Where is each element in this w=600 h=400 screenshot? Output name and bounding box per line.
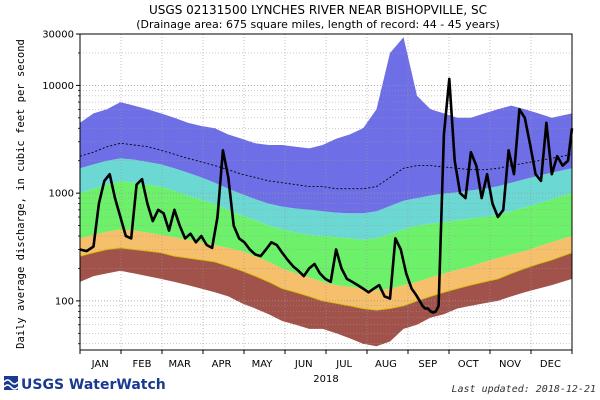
x-tick-label: NOV — [499, 359, 521, 370]
y-tick-label: 10000 — [42, 81, 74, 92]
chart-subtitle: (Drainage area: 675 square miles, length… — [136, 18, 500, 31]
x-tick-label: JAN — [91, 359, 109, 370]
plot-area: 100 1000 10000 30000 JAN FEB MAR APR MAY JUN JUL AU… — [42, 30, 574, 370]
y-axis-label: Daily average discharge, in cubic feet p… — [15, 39, 27, 349]
x-tick-label: OCT — [458, 359, 480, 370]
usgs-logo: USGS WaterWatch — [3, 376, 166, 393]
x-tick-label: JUN — [294, 359, 313, 370]
y-tick-label: 100 — [55, 296, 74, 307]
x-tick-label: SEP — [418, 359, 437, 370]
x-tick-label: APR — [212, 359, 232, 370]
x-tick-label: MAR — [169, 359, 191, 370]
y-tick-label: 30000 — [42, 30, 74, 41]
chart-title: USGS 02131500 LYNCHES RIVER NEAR BISHOPV… — [149, 3, 487, 17]
x-axis-year-label: 2018 — [313, 374, 338, 385]
logo-text: USGS WaterWatch — [21, 377, 166, 393]
last-updated-text: Last updated: 2018-12-21 — [452, 384, 597, 395]
x-tick-label: AUG — [375, 359, 397, 370]
grid — [80, 34, 572, 350]
x-tick-label: JUL — [335, 359, 352, 370]
usgs-wave-icon — [3, 376, 19, 390]
p10-line — [79, 247, 573, 311]
x-tick-label: MAY — [252, 359, 274, 370]
band-below-10th — [80, 247, 572, 347]
x-tick-label: FEB — [133, 359, 152, 370]
series-observed-line — [79, 77, 574, 314]
x-tick-label: DEC — [540, 359, 561, 370]
y-tick-label: 1000 — [49, 189, 74, 200]
